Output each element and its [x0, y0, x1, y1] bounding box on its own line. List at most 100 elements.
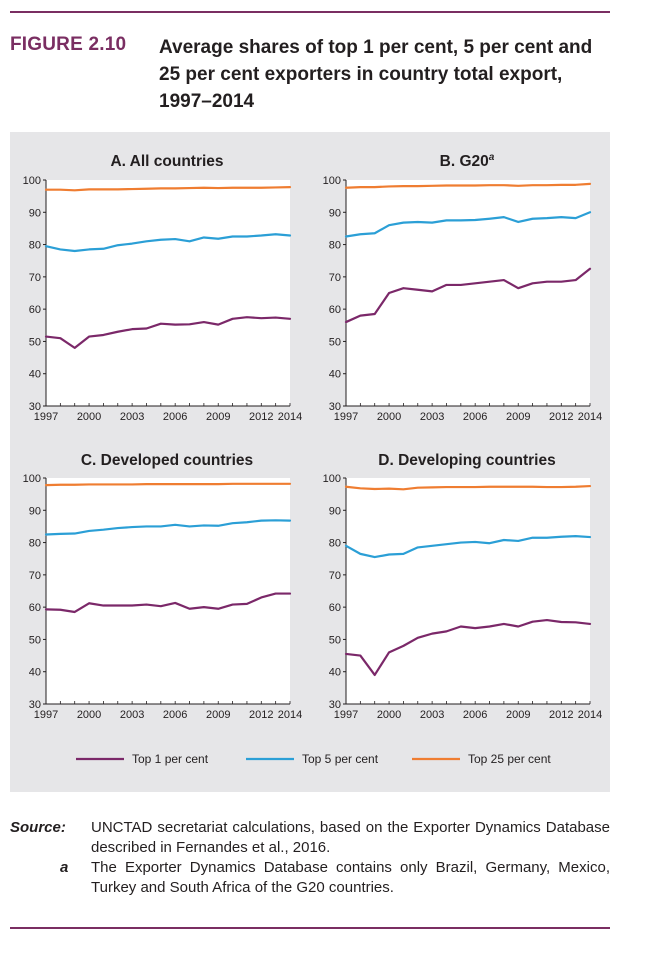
y-tick-label: 60 — [329, 602, 341, 614]
x-tick-label: 2014 — [278, 411, 302, 423]
legend: Top 1 per cent Top 5 per cent Top 25 per c… — [76, 752, 551, 766]
y-tick-label: 30 — [329, 401, 341, 413]
plot-area — [46, 180, 290, 406]
chart-b: B. G20a 30 40 50 60 70 80 90 100 1997 2000 2003 2006… — [323, 152, 603, 423]
x-tick-label: 2003 — [120, 411, 144, 423]
y-tick-label: 40 — [329, 667, 341, 679]
y-tick-label: 80 — [29, 538, 41, 550]
y-tick-label: 60 — [329, 304, 341, 316]
x-tick-label: 2000 — [77, 709, 101, 721]
y-tick-label: 100 — [323, 175, 341, 187]
chart-title: A. All countries — [110, 153, 223, 170]
y-tick-label: 100 — [323, 473, 341, 485]
bottom-rule — [10, 927, 610, 929]
chart-c: C. Developed countries 30 40 50 60 70 80 90 100 1… — [23, 452, 303, 721]
x-tick-label: 2014 — [578, 709, 602, 721]
x-tick-label: 2009 — [206, 411, 230, 423]
y-tick-label: 40 — [329, 369, 341, 381]
y-tick-label: 70 — [29, 570, 41, 582]
top-rule — [10, 11, 610, 13]
series-line-top25 — [44, 185, 292, 192]
x-tick-label: 2003 — [420, 411, 444, 423]
chart-title: D. Developing countries — [378, 452, 555, 469]
x-tick-label: 2014 — [578, 411, 602, 423]
x-tick-label: 1997 — [334, 411, 358, 423]
legend-label-top5: Top 5 per cent — [302, 752, 379, 766]
footnote-a: a The Exporter Dynamics Database contain… — [10, 858, 610, 898]
chart-d: D. Developing countries 30 40 50 60 70 80 90 100… — [323, 452, 603, 721]
y-tick-label: 50 — [29, 634, 41, 646]
x-tick-label: 2006 — [463, 709, 487, 721]
source-label: Source: — [10, 819, 66, 836]
x-tick-label: 2009 — [206, 709, 230, 721]
figure-title: Average shares of top 1 per cent, 5 per … — [159, 37, 593, 112]
y-tick-label: 100 — [23, 473, 41, 485]
figure-label: FIGURE 2.10 — [10, 34, 127, 55]
y-tick-label: 30 — [29, 401, 41, 413]
series-line-top5 — [344, 211, 592, 238]
y-tick-label: 60 — [29, 304, 41, 316]
x-tick-label: 2012 — [249, 709, 273, 721]
y-tick-label: 90 — [329, 207, 341, 219]
y-tick-label: 80 — [29, 240, 41, 252]
footnote-text: The Exporter Dynamics Database contains … — [91, 859, 610, 896]
legend-label-top25: Top 25 per cent — [468, 752, 551, 766]
series-line-top5 — [44, 233, 292, 253]
x-tick-label: 1997 — [34, 709, 58, 721]
chart-title-superscript: a — [489, 152, 495, 163]
series-line-top1 — [344, 267, 592, 324]
series-line-top1 — [344, 618, 592, 677]
y-tick-label: 40 — [29, 667, 41, 679]
chart-a: A. All countries 30 40 50 60 70 80 90 100 1997 200… — [23, 153, 303, 423]
charts-grid: A. All countries 30 40 50 60 70 80 90 100 1997 200… — [23, 152, 603, 766]
x-tick-label: 2014 — [278, 709, 302, 721]
x-tick-label: 2000 — [377, 411, 401, 423]
series-line-top25 — [344, 182, 592, 189]
y-tick-label: 70 — [329, 272, 341, 284]
y-tick-label: 90 — [29, 505, 41, 517]
chart-title: C. Developed countries — [81, 452, 253, 469]
chart-title: B. G20a — [440, 152, 495, 170]
plot-area — [346, 180, 590, 406]
x-tick-label: 2003 — [420, 709, 444, 721]
y-tick-label: 50 — [29, 336, 41, 348]
x-tick-label: 2012 — [549, 411, 573, 423]
x-tick-label: 1997 — [34, 411, 58, 423]
figure-notes: Source: UNCTAD secretariat calculations,… — [10, 818, 610, 898]
x-tick-label: 2006 — [163, 709, 187, 721]
y-tick-label: 90 — [329, 505, 341, 517]
plot-area — [346, 478, 590, 704]
x-tick-label: 2006 — [163, 411, 187, 423]
series-line-top1 — [44, 592, 292, 614]
x-tick-label: 2006 — [463, 411, 487, 423]
y-tick-label: 70 — [29, 272, 41, 284]
series-line-top25 — [344, 484, 592, 491]
x-tick-label: 2009 — [506, 709, 530, 721]
legend-label-top1: Top 1 per cent — [132, 752, 209, 766]
series-line-top25 — [44, 482, 292, 487]
y-tick-label: 70 — [329, 570, 341, 582]
y-tick-label: 30 — [29, 699, 41, 711]
x-tick-label: 2012 — [249, 411, 273, 423]
series-line-top5 — [344, 535, 592, 559]
series-line-top1 — [44, 316, 292, 349]
plot-area — [46, 478, 290, 704]
x-tick-label: 1997 — [334, 709, 358, 721]
y-tick-label: 80 — [329, 538, 341, 550]
y-tick-label: 50 — [329, 634, 341, 646]
x-tick-label: 2000 — [77, 411, 101, 423]
source-text: UNCTAD secretariat calculations, based o… — [91, 819, 610, 856]
y-tick-label: 40 — [29, 369, 41, 381]
x-tick-label: 2012 — [549, 709, 573, 721]
footnote-marker: a — [60, 859, 69, 876]
y-tick-label: 50 — [329, 336, 341, 348]
y-tick-label: 90 — [29, 207, 41, 219]
series-line-top5 — [44, 519, 292, 536]
x-tick-label: 2000 — [377, 709, 401, 721]
y-tick-label: 60 — [29, 602, 41, 614]
y-tick-label: 30 — [329, 699, 341, 711]
x-tick-label: 2009 — [506, 411, 530, 423]
y-tick-label: 80 — [329, 240, 341, 252]
y-tick-label: 100 — [23, 175, 41, 187]
x-tick-label: 2003 — [120, 709, 144, 721]
